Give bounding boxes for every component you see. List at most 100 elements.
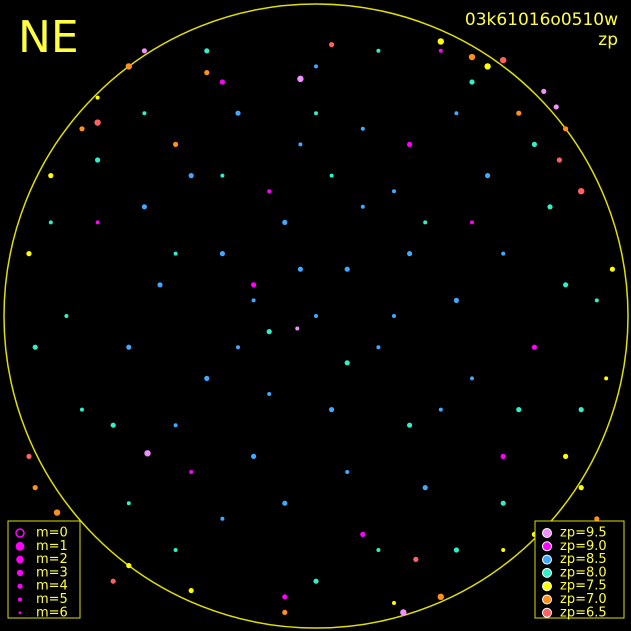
points <box>26 38 616 616</box>
zp-legend-marker <box>542 528 552 538</box>
star <box>295 326 300 331</box>
star <box>484 63 491 70</box>
star <box>142 111 147 116</box>
star <box>500 453 506 459</box>
star <box>468 53 476 61</box>
zp-legend-marker <box>542 567 552 578</box>
star <box>95 95 100 100</box>
subtitle: 03k61016o0510w <box>465 10 618 30</box>
star <box>282 609 288 616</box>
star <box>556 157 562 163</box>
star <box>173 423 178 428</box>
star <box>392 314 396 318</box>
star <box>453 297 459 303</box>
star <box>578 485 584 491</box>
star <box>267 392 272 396</box>
star <box>376 345 381 350</box>
star <box>251 282 257 288</box>
star <box>204 375 210 381</box>
star <box>400 609 407 616</box>
star <box>141 204 147 210</box>
star <box>407 251 413 257</box>
star <box>219 79 225 85</box>
star <box>32 344 38 350</box>
star <box>470 376 474 381</box>
star <box>422 485 428 491</box>
star <box>173 141 179 147</box>
zp-legend-marker <box>542 554 552 565</box>
zp-legend-label: zp=8.5 <box>560 552 607 567</box>
star <box>251 453 257 459</box>
star <box>48 173 54 179</box>
star <box>298 142 303 147</box>
star <box>220 173 225 178</box>
star <box>501 251 506 256</box>
zp-legend-marker <box>542 541 552 552</box>
star <box>563 282 569 288</box>
star <box>531 344 538 350</box>
star <box>413 556 419 562</box>
zp-legend-marker <box>542 594 552 605</box>
chart-title: NE <box>18 12 79 63</box>
star <box>376 548 381 552</box>
star <box>95 157 101 163</box>
star <box>188 173 194 179</box>
star <box>94 119 101 126</box>
star <box>314 111 318 116</box>
zp-legend-label: zp=7.5 <box>560 579 607 594</box>
star <box>236 345 240 350</box>
star <box>578 188 585 195</box>
star <box>541 88 547 94</box>
star <box>329 173 334 178</box>
star <box>126 563 132 569</box>
mag-legend-marker <box>15 541 25 551</box>
star <box>282 500 288 506</box>
star <box>531 141 538 147</box>
star <box>553 104 559 110</box>
star <box>266 329 272 335</box>
star <box>344 360 350 366</box>
star <box>454 111 459 116</box>
star <box>220 516 225 521</box>
star <box>485 173 491 179</box>
mag-legend-label: m=2 <box>36 552 68 567</box>
mag-legend-marker <box>16 569 24 577</box>
mag-legend-label: m=5 <box>36 592 68 607</box>
star <box>563 453 569 459</box>
star <box>501 548 506 552</box>
star <box>314 314 318 318</box>
star <box>26 453 32 459</box>
star <box>469 79 475 85</box>
star <box>360 531 366 538</box>
star <box>594 516 600 522</box>
mag-legend-marker <box>15 528 25 538</box>
star <box>437 38 444 45</box>
star <box>563 126 569 132</box>
mag-legend-label: m=6 <box>36 605 68 620</box>
star <box>48 220 53 225</box>
star <box>188 587 194 594</box>
mag-legend-box <box>7 520 81 619</box>
star <box>144 450 151 457</box>
mag-legend-label: m=4 <box>36 579 68 594</box>
star <box>26 251 32 257</box>
star <box>344 266 350 272</box>
star <box>453 547 459 553</box>
star <box>423 220 428 225</box>
star <box>313 578 319 584</box>
zp-legend-label: zp=9.0 <box>560 539 607 554</box>
star <box>500 500 506 506</box>
star <box>578 407 584 413</box>
star <box>547 204 553 210</box>
star <box>32 485 38 491</box>
star <box>297 266 303 272</box>
mag-legend-marker <box>16 555 24 564</box>
star <box>609 266 616 272</box>
mag-legend-marker <box>18 611 22 615</box>
star <box>95 220 100 225</box>
star <box>125 63 132 70</box>
star <box>235 110 241 116</box>
zp-legend-marker <box>542 607 552 618</box>
star <box>64 314 69 318</box>
